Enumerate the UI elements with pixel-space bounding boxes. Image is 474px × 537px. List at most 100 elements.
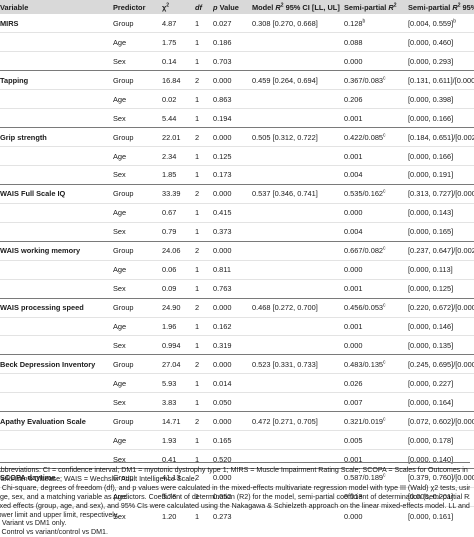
semi-partial-ci-cell: [0.004, 0.559]b	[408, 18, 456, 28]
predictor-cell: Sex	[113, 51, 162, 71]
table-row: Apathy Evaluation Scale Group 14.71 2 0.000 0…	[0, 411, 474, 431]
variable-cell: SCOPA daytime	[0, 468, 113, 488]
model-r2-cell	[252, 240, 344, 261]
semi-partial-ci-cell: [0.000, 0.227]	[408, 373, 474, 393]
predictor-cell: Age	[113, 430, 162, 450]
df-cell: 1	[195, 316, 213, 336]
footnote-line: age, sex, and a matching variable as pre…	[0, 492, 470, 501]
semi-partial-r2-cell: 0.004	[344, 165, 408, 185]
predictor-cell: Group	[113, 354, 162, 374]
p-value-cell: 0.000	[213, 70, 252, 90]
df-cell: 2	[195, 354, 213, 374]
p-value-cell: 0.520	[213, 449, 252, 469]
model-r2-cell	[252, 392, 344, 412]
semi-partial-r2-cell: 0.206	[344, 89, 408, 109]
footnote-marker: c	[383, 245, 386, 252]
chi-square-cell: 1.75	[162, 32, 195, 52]
header-chi-square: χ2	[162, 0, 195, 14]
semi-partial-ci-cell: [0.000, 0.165]	[408, 221, 474, 242]
semi-partial-ci-cell: [0.000, 0.146]	[408, 316, 474, 336]
chi-square-cell: 27.04	[162, 354, 195, 374]
variable-cell	[0, 259, 113, 280]
semi-partial-ci-cell: [0.379, 0.760]/[0.000, 0.485]c	[408, 468, 474, 488]
header-model-r2: Model R2 95% CI [LL, UL]	[252, 0, 344, 14]
chi-square-cell: 1.96	[162, 316, 195, 336]
predictor-cell: Sex	[113, 221, 162, 242]
table-row: Age 3.76 1 0.052 0.013 [0.000, 0.201]	[0, 486, 474, 507]
semi-partial-ci-cell: [0.000, 0.113]	[408, 259, 474, 280]
df-cell: 1	[195, 32, 213, 52]
table-row: Sex 0.79 1 0.373 0.004 [0.000, 0.165]	[0, 221, 474, 242]
chi-square-cell: 14.71	[162, 411, 195, 431]
model-r2-cell	[252, 259, 344, 280]
df-cell: 2	[195, 183, 213, 204]
variable-cell	[0, 32, 113, 52]
predictor-cell: Sex	[113, 278, 162, 299]
df-cell: 1	[195, 51, 213, 71]
semi-partial-r2-cell: 0.422/0.085c	[344, 127, 408, 147]
p-value-cell: 0.000	[213, 468, 252, 488]
semi-partial-ci-cell: [0.000, 0.293]	[408, 51, 474, 71]
predictor-cell: Age	[113, 32, 162, 52]
variable-cell	[0, 505, 113, 526]
chi-square-cell: 22.01	[162, 127, 195, 147]
semi-partial-r2-cell: 0.007	[344, 392, 408, 412]
chi-square-cell: 5.44	[162, 108, 195, 128]
table-row: WAIS processing speed Group 24.90 2 0.000 0.4…	[0, 297, 474, 317]
semi-partial-ci-cell: [0.000, 0.161]	[408, 505, 474, 526]
predictor-cell: Age	[113, 89, 162, 109]
p-value-cell: 0.162	[213, 316, 252, 336]
semi-partial-r2-cell: 0.321/0.019c	[344, 411, 408, 431]
footnote-line: fixed effects (group, age, and sex), and…	[0, 501, 470, 510]
predictor-cell: Group	[113, 240, 162, 261]
df-cell: 2	[195, 297, 213, 317]
semi-partial-r2-cell: 0.013	[344, 486, 408, 507]
variable-cell: Tapping	[0, 70, 113, 90]
table-body: MIRS Group 4.87 1 0.027 0.308 [0.270, 0.668] 0…	[0, 14, 474, 526]
p-value-cell: 0.415	[213, 202, 252, 223]
predictor-cell: Group	[113, 297, 162, 317]
header-df: df	[195, 0, 213, 14]
predictor-cell: Sex	[113, 165, 162, 185]
semi-partial-ci-cell: [0.000, 0.135]	[408, 335, 474, 355]
p-value-cell: 0.763	[213, 278, 252, 299]
predictor-cell: Group	[113, 468, 162, 488]
footnote-line: Abbreviations: CI = confidence interval;…	[0, 466, 468, 474]
variable-cell	[0, 486, 113, 507]
predictor-cell: Age	[113, 146, 162, 166]
variable-cell	[0, 392, 113, 412]
header-p-value: p Value	[213, 0, 252, 14]
model-r2-cell	[252, 202, 344, 223]
model-r2-cell	[252, 278, 344, 299]
chi-square-cell: 0.994	[162, 335, 195, 355]
table-row: Sex 1.85 1 0.173 0.004 [0.000, 0.191]	[0, 165, 474, 185]
table-row: Sex 0.09 1 0.763 0.001 [0.000, 0.125]	[0, 278, 474, 299]
variable-cell	[0, 316, 113, 336]
predictor-cell: Group	[113, 70, 162, 90]
p-value-cell: 0.703	[213, 51, 252, 71]
model-r2-cell: 0.468 [0.272, 0.700]	[252, 297, 344, 317]
model-r2-cell	[252, 449, 344, 469]
table-row: Sex 0.994 1 0.319 0.000 [0.000, 0.135]	[0, 335, 474, 355]
table-row: Sex 0.41 1 0.520 0.001 [0.000, 0.140]	[0, 449, 474, 469]
p-value-cell: 0.000	[213, 240, 252, 261]
df-cell: 2	[195, 70, 213, 90]
p-value-cell: 0.125	[213, 146, 252, 166]
table-row: WAIS working memory Group 24.06 2 0.000 0.667…	[0, 240, 474, 261]
model-r2-cell	[252, 486, 344, 507]
semi-partial-ci-cell: [0.000, 0.125]	[408, 278, 474, 299]
header-semi-partial-r2: Semi-partial R2	[344, 0, 408, 14]
chi-square-cell: 0.79	[162, 221, 195, 242]
model-r2-cell: 0.537 [0.346, 0.741]	[252, 183, 344, 204]
df-cell: 1	[195, 146, 213, 166]
df-cell: 2	[195, 127, 213, 147]
model-r2-cell	[252, 430, 344, 450]
table-row: Age 0.02 1 0.863 0.206 [0.000, 0.398]	[0, 89, 474, 109]
predictor-cell: Age	[113, 316, 162, 336]
footnote-marker: c	[383, 132, 386, 139]
semi-partial-ci-cell: [0.000, 0.166]	[408, 108, 474, 128]
table-row: Age 1.93 1 0.165 0.005 [0.000, 0.178]	[0, 430, 474, 450]
semi-partial-ci-cell: [0.000, 0.201]	[408, 486, 474, 507]
semi-partial-r2-cell: 0.000	[344, 335, 408, 355]
